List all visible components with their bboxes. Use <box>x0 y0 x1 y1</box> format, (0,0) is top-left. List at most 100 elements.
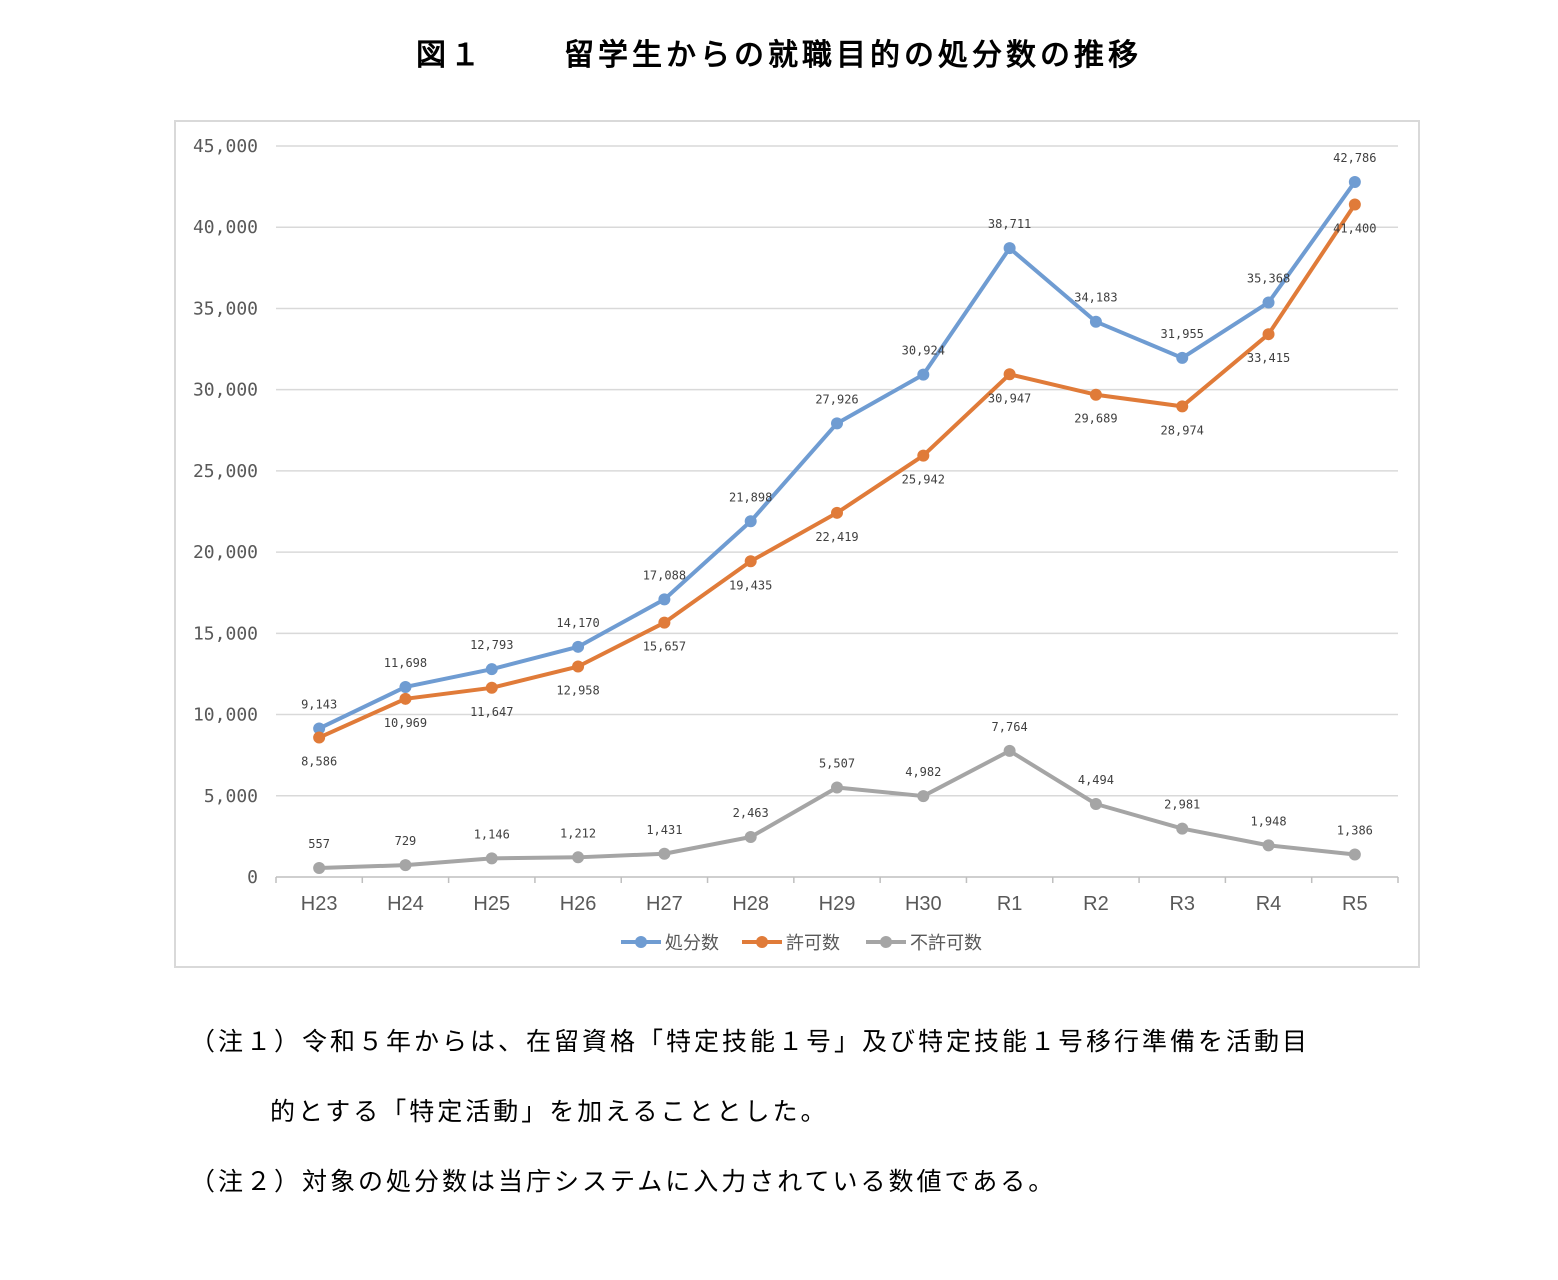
legend-label: 処分数 <box>665 933 719 954</box>
data-label: 1,948 <box>1250 814 1286 828</box>
data-point <box>917 449 930 462</box>
x-tick-label: H27 <box>646 893 683 915</box>
data-point <box>1348 848 1361 861</box>
chart-frame: 0 5,000 10,000 15,000 20,000 25,000 30,000 35,0… <box>174 120 1420 968</box>
data-label: 1,431 <box>646 823 682 837</box>
data-label: 2,981 <box>1164 798 1200 812</box>
data-label: 1,146 <box>474 827 510 841</box>
data-label: 9,143 <box>301 697 337 711</box>
data-label: 7,764 <box>992 720 1028 734</box>
y-tick-label: 30,000 <box>193 380 258 401</box>
note-1-line-1: （注１）令和５年からは、在留資格「特定技能１号」及び特定技能１号移行準備を活動目 <box>190 1027 1311 1056</box>
legend-swatch-marker <box>880 936 892 948</box>
data-label: 30,924 <box>902 344 945 358</box>
data-point <box>744 515 757 528</box>
y-tick-label: 40,000 <box>193 217 258 238</box>
data-point <box>313 861 326 874</box>
data-point <box>1089 388 1102 401</box>
data-label: 11,698 <box>384 656 427 670</box>
data-label: 8,586 <box>301 755 337 769</box>
data-label: 21,898 <box>729 490 772 504</box>
y-tick-label: 35,000 <box>193 298 258 319</box>
data-label: 34,183 <box>1074 291 1117 305</box>
data-label: 33,415 <box>1247 351 1290 365</box>
x-tick-label: R5 <box>1342 893 1368 915</box>
data-label: 41,400 <box>1333 221 1376 235</box>
data-point <box>658 593 671 606</box>
data-point <box>1003 242 1016 255</box>
data-label: 17,088 <box>643 568 686 582</box>
data-point <box>1262 296 1275 309</box>
data-label: 5,507 <box>819 757 855 771</box>
data-label: 1,212 <box>560 826 596 840</box>
data-point <box>1262 328 1275 341</box>
note-2: （注２）対象の処分数は当庁システムに入力されている数値である。 <box>190 1167 1057 1196</box>
line-chart: 0 5,000 10,000 15,000 20,000 25,000 30,000 35,0… <box>193 136 1399 954</box>
data-point <box>1003 368 1016 381</box>
legend-label: 不許可数 <box>910 933 982 954</box>
data-point <box>831 781 843 794</box>
data-point <box>831 417 843 430</box>
data-point <box>1348 198 1361 211</box>
data-point <box>313 731 326 744</box>
data-label: 4,494 <box>1078 773 1114 787</box>
data-point <box>1262 839 1275 852</box>
data-label: 22,419 <box>815 530 858 544</box>
data-point <box>1089 797 1102 810</box>
data-point <box>399 692 412 705</box>
data-point <box>1176 351 1189 364</box>
data-label: 31,955 <box>1161 327 1204 341</box>
data-point <box>485 852 498 865</box>
data-label: 28,974 <box>1161 423 1204 437</box>
data-point <box>399 680 412 693</box>
data-point <box>485 681 498 694</box>
data-label: 12,958 <box>556 684 599 698</box>
x-tick-label: H24 <box>387 893 424 915</box>
y-tick-label: 5,000 <box>204 786 258 807</box>
x-tick-label: H28 <box>732 893 769 915</box>
figure-number: 図１ <box>416 38 484 73</box>
data-label: 4,982 <box>905 765 941 779</box>
x-tick-label: H29 <box>819 893 856 915</box>
y-tick-label: 45,000 <box>193 136 258 157</box>
data-label: 12,793 <box>470 638 513 652</box>
data-point <box>1089 315 1102 328</box>
figure-title: 図１ 留学生からの就職目的の処分数の推移 <box>0 30 1558 74</box>
data-label: 15,657 <box>643 640 686 654</box>
data-label: 557 <box>308 837 330 851</box>
data-point <box>572 660 585 673</box>
data-point <box>917 790 930 803</box>
data-label: 25,942 <box>902 473 945 487</box>
data-point <box>1176 400 1189 413</box>
data-point <box>485 663 498 676</box>
data-point <box>1348 175 1361 188</box>
x-tick-label: H23 <box>301 893 338 915</box>
x-tick-label: H25 <box>473 893 510 915</box>
legend-label: 許可数 <box>786 933 840 954</box>
data-label: 10,969 <box>384 716 427 730</box>
data-point <box>572 851 585 864</box>
data-point <box>917 368 930 381</box>
data-label: 11,647 <box>470 705 513 719</box>
x-tick-label: H30 <box>905 893 942 915</box>
x-tick-label: R2 <box>1083 893 1109 915</box>
data-label: 19,435 <box>729 578 772 592</box>
data-point <box>744 555 757 568</box>
y-tick-label: 0 <box>247 867 258 888</box>
data-point <box>658 616 671 629</box>
data-label: 14,170 <box>556 616 599 630</box>
legend-swatch-marker <box>635 936 647 948</box>
data-point <box>399 859 412 872</box>
y-tick-label: 10,000 <box>193 705 258 726</box>
x-tick-label: R3 <box>1169 893 1195 915</box>
data-label: 30,947 <box>988 391 1031 405</box>
data-point <box>572 640 585 653</box>
legend-swatch-marker <box>756 936 768 948</box>
data-label: 38,711 <box>988 217 1031 231</box>
data-label: 729 <box>395 834 417 848</box>
y-tick-label: 25,000 <box>193 461 258 482</box>
y-tick-label: 15,000 <box>193 623 258 644</box>
figure-title-text: 留学生からの就職目的の処分数の推移 <box>564 38 1142 73</box>
data-point <box>658 847 671 860</box>
data-point <box>744 830 757 843</box>
